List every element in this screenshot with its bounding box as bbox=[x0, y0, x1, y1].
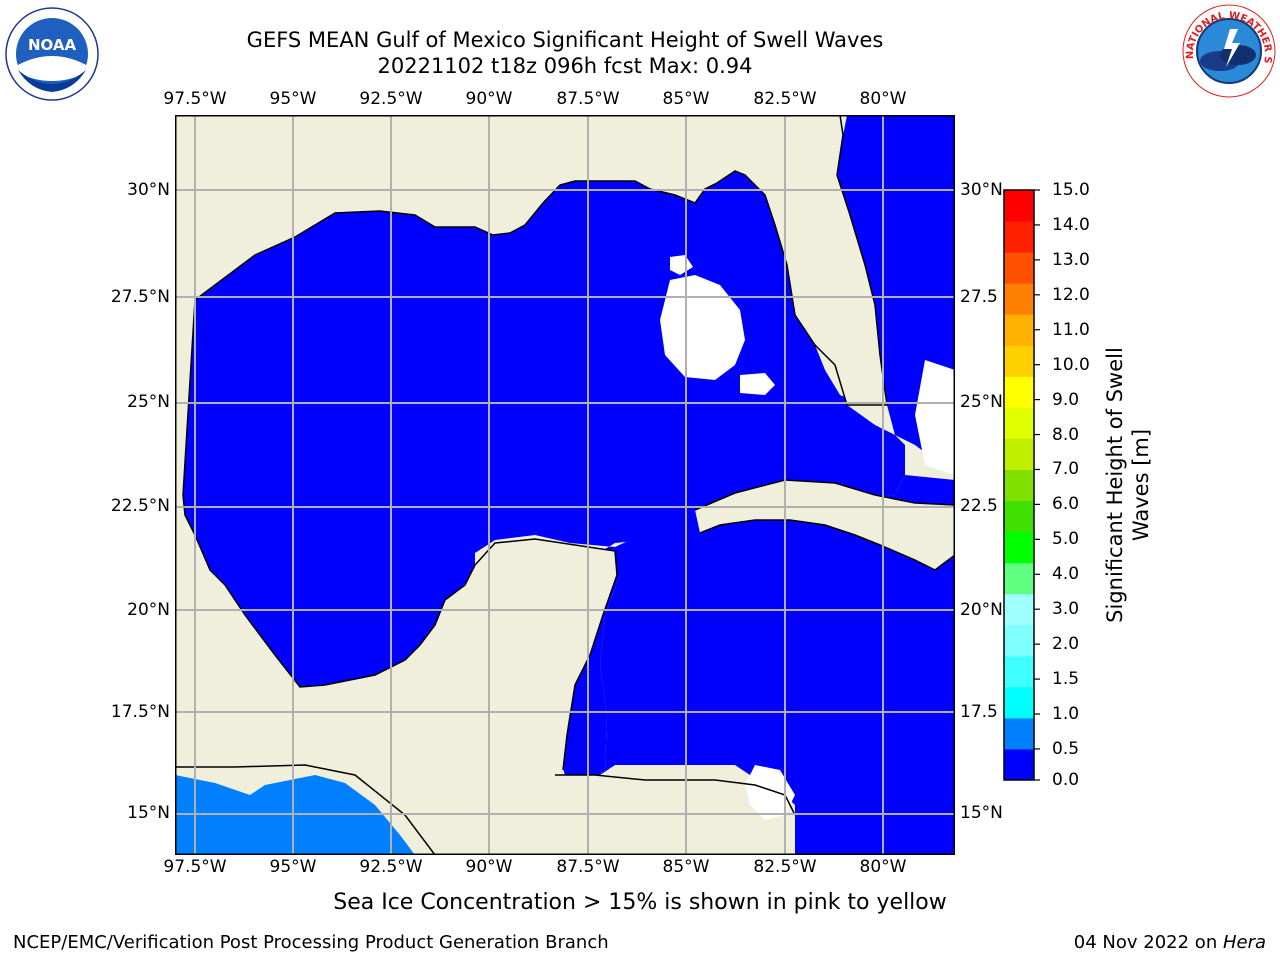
no-data-patch bbox=[660, 275, 745, 380]
colorbar-tick-label: 10.0 bbox=[1052, 354, 1090, 375]
lon-label-top: 97.5°W bbox=[163, 89, 227, 109]
lon-label-bottom: 82.5°W bbox=[753, 857, 817, 877]
colorbar-segment bbox=[1004, 686, 1034, 719]
lat-label-left: 22.5°N bbox=[110, 496, 170, 516]
colorbar-frame bbox=[1003, 189, 1035, 781]
colorbar-label: Significant Height of Swell Waves [m] bbox=[1103, 347, 1153, 623]
lon-label-top: 80°W bbox=[859, 89, 907, 109]
colorbar-segment bbox=[1004, 221, 1034, 253]
nws-logo: NATIONAL WEATHER SERVICE bbox=[1180, 3, 1276, 98]
footer-date: 04 Nov 2022 on Hera bbox=[1074, 932, 1266, 953]
colorbar bbox=[1003, 189, 1040, 781]
no-data-patch bbox=[915, 360, 955, 475]
colorbar-segment bbox=[1004, 748, 1034, 781]
florida-land bbox=[765, 115, 887, 405]
colorbar-segment bbox=[1004, 252, 1034, 284]
footer-branch: NCEP/EMC/Verification Post Processing Pr… bbox=[13, 932, 609, 953]
colorbar-segment bbox=[1004, 345, 1034, 377]
lon-label-bottom: 80°W bbox=[859, 857, 907, 877]
lon-label-bottom: 92.5°W bbox=[359, 857, 423, 877]
colorbar-tick-label: 3.0 bbox=[1052, 599, 1080, 620]
colorbar-tick-label: 1.5 bbox=[1052, 669, 1080, 690]
colorbar-tick-label: 0.5 bbox=[1052, 738, 1080, 759]
lat-label-right: 30°N bbox=[960, 180, 1003, 200]
lon-label-bottom: 95°W bbox=[269, 857, 317, 877]
colorbar-segment bbox=[1004, 407, 1034, 439]
colorbar-tick-label: 1.0 bbox=[1052, 704, 1080, 724]
caribbean-water bbox=[585, 475, 955, 855]
colorbar-segment bbox=[1004, 314, 1034, 346]
lat-label-right: 27.5 bbox=[960, 287, 998, 307]
graticule bbox=[175, 115, 955, 855]
colorbar-tick-label: 4.0 bbox=[1052, 564, 1080, 585]
colorbar-tick-label: 15.0 bbox=[1052, 180, 1090, 200]
colorbar-tick-label: 5.0 bbox=[1052, 529, 1080, 550]
gulf-of-mexico-map bbox=[175, 115, 955, 855]
lon-label-top: 92.5°W bbox=[359, 89, 423, 109]
lat-label-right: 20°N bbox=[960, 600, 1003, 620]
no-data-patch bbox=[670, 255, 693, 275]
lat-label-left: 25°N bbox=[127, 392, 170, 412]
colorbar-tick-label: 6.0 bbox=[1052, 494, 1080, 515]
svg-text:NOAA: NOAA bbox=[28, 36, 77, 54]
yucatan-peninsula bbox=[475, 539, 617, 775]
lat-label-right: 17.5 bbox=[960, 702, 998, 722]
lon-label-top: 85°W bbox=[662, 89, 710, 109]
lon-label-bottom: 87.5°W bbox=[556, 857, 620, 877]
colorbar-tick-label: 0.0 bbox=[1052, 770, 1080, 790]
lon-label-top: 82.5°W bbox=[753, 89, 817, 109]
footer-host: Hera bbox=[1222, 932, 1266, 953]
lon-label-top: 90°W bbox=[465, 89, 513, 109]
colorbar-tick-label: 13.0 bbox=[1052, 249, 1090, 270]
colorbar-segment bbox=[1004, 469, 1034, 502]
lat-label-right: 15°N bbox=[960, 803, 1003, 823]
colorbar-segment bbox=[1004, 376, 1034, 408]
colorbar-segment bbox=[1004, 438, 1034, 470]
footer-date-text: 04 Nov 2022 on bbox=[1073, 932, 1223, 953]
noaa-logo: NOAA bbox=[5, 7, 99, 101]
lat-label-right: 22.5 bbox=[960, 496, 998, 516]
colorbar-segment bbox=[1004, 717, 1034, 750]
colorbar-segment bbox=[1004, 531, 1034, 564]
colorbar-tick-label: 12.0 bbox=[1052, 284, 1090, 305]
colorbar-tick-label: 7.0 bbox=[1052, 459, 1080, 480]
lat-label-left: 27.5°N bbox=[110, 287, 170, 307]
colorbar-segment bbox=[1004, 593, 1034, 626]
lat-label-left: 17.5°N bbox=[110, 702, 170, 722]
colorbar-tick-label: 14.0 bbox=[1052, 214, 1090, 235]
colorbar-segment bbox=[1004, 562, 1034, 595]
map-subtitle: 20221102 t18z 096h fcst Max: 0.94 bbox=[377, 54, 753, 78]
colorbar-segment bbox=[1004, 283, 1034, 315]
no-data-patch bbox=[740, 373, 775, 395]
lon-label-top: 95°W bbox=[269, 89, 317, 109]
colorbar-segment bbox=[1004, 655, 1034, 688]
lon-label-bottom: 97.5°W bbox=[163, 857, 227, 877]
lon-label-bottom: 90°W bbox=[465, 857, 513, 877]
colorbar-tick-label: 9.0 bbox=[1052, 389, 1080, 410]
map-frame bbox=[175, 115, 955, 855]
colorbar-tick-label: 2.0 bbox=[1052, 634, 1080, 655]
lat-label-right: 25°N bbox=[960, 392, 1003, 412]
colorbar-segment bbox=[1004, 500, 1034, 533]
colorbar-segment bbox=[1004, 190, 1034, 222]
no-data-patch bbox=[745, 765, 795, 820]
colorbar-tick-label: 11.0 bbox=[1052, 319, 1090, 340]
lat-label-left: 30°N bbox=[127, 180, 170, 200]
colorbar-tick-label: 8.0 bbox=[1052, 424, 1080, 445]
lon-label-bottom: 85°W bbox=[662, 857, 710, 877]
lon-label-top: 87.5°W bbox=[556, 89, 620, 109]
colorbar-segment bbox=[1004, 624, 1034, 657]
sea-ice-note: Sea Ice Concentration > 15% is shown in … bbox=[333, 890, 947, 915]
map-title: GEFS MEAN Gulf of Mexico Significant Hei… bbox=[246, 28, 884, 52]
lat-label-left: 20°N bbox=[127, 600, 170, 620]
lat-label-left: 15°N bbox=[127, 803, 170, 823]
